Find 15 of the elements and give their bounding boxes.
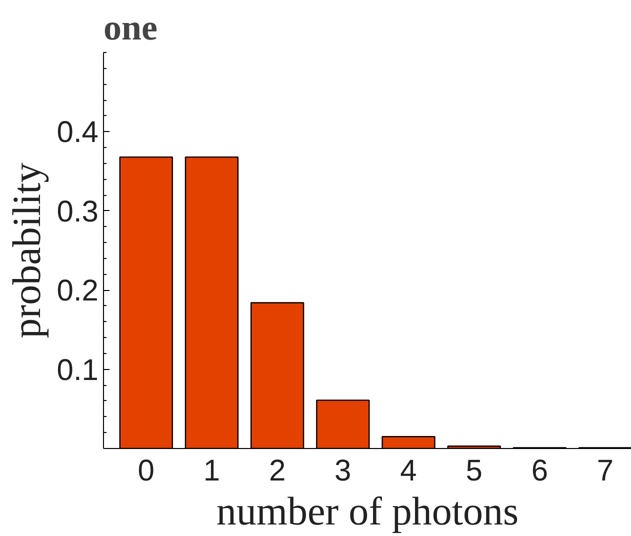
- y-tick-label: 0.3: [56, 195, 99, 228]
- y-tick-label: 0.1: [56, 354, 99, 387]
- x-tick-label: 2: [268, 454, 286, 488]
- x-axis-title: number of photons: [216, 488, 519, 534]
- x-tick-label: 3: [334, 454, 352, 488]
- x-tick-label: 5: [466, 454, 482, 488]
- x-tick-label: 4: [400, 454, 417, 488]
- x-tick-label: 1: [203, 454, 220, 488]
- chart-title: one: [104, 8, 158, 48]
- y-tick-label: 0.4: [56, 116, 99, 150]
- x-tick-label: 7: [596, 454, 614, 488]
- x-tick-label: 0: [138, 454, 154, 488]
- y-tick-label: 0.2: [56, 274, 99, 308]
- x-tick-label: 6: [531, 454, 548, 488]
- y-axis-title: probability: [4, 162, 49, 338]
